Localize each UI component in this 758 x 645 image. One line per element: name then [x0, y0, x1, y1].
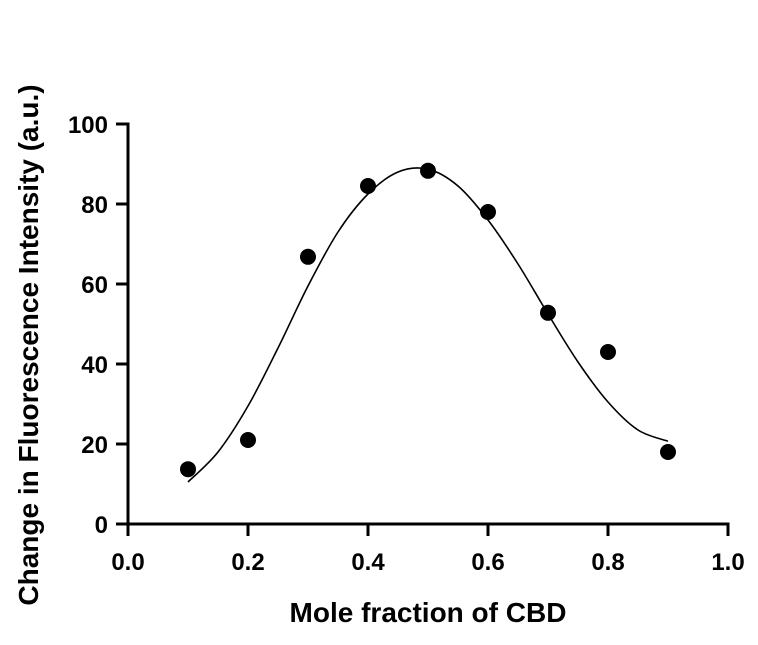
x-tick-label: 0.8 — [591, 549, 624, 576]
data-points — [180, 162, 676, 478]
y-tick-label: 20 — [81, 432, 108, 459]
data-point — [240, 432, 256, 448]
y-tick-label: 60 — [81, 272, 108, 299]
data-point — [480, 204, 496, 220]
fit-curve — [187, 167, 669, 483]
axes — [126, 122, 730, 526]
data-point — [300, 248, 316, 265]
data-point — [660, 444, 676, 460]
x-tick-label: 1.0 — [711, 549, 744, 576]
y-tick-label: 80 — [81, 192, 108, 219]
data-point — [360, 178, 376, 194]
x-ticks: 0.0 0.2 0.4 0.6 0.8 1.0 — [111, 524, 745, 576]
x-tick-label: 0.4 — [351, 549, 385, 576]
x-tick-label: 0.0 — [111, 549, 144, 576]
x-tick-label: 0.6 — [471, 549, 504, 576]
y-tick-label: 0 — [95, 512, 108, 539]
y-tick-label: 100 — [68, 112, 108, 139]
y-axis-title: Change in Fluorescence Intensity (a.u.) — [13, 84, 44, 605]
x-tick-label: 0.2 — [231, 549, 264, 576]
x-axis-title: Mole fraction of CBD — [290, 597, 567, 628]
data-point — [540, 304, 556, 321]
y-tick-label: 40 — [81, 352, 108, 379]
data-point — [600, 344, 616, 360]
y-ticks: 0 20 40 60 80 100 — [68, 112, 128, 539]
data-point — [420, 162, 436, 179]
data-point — [180, 461, 196, 478]
